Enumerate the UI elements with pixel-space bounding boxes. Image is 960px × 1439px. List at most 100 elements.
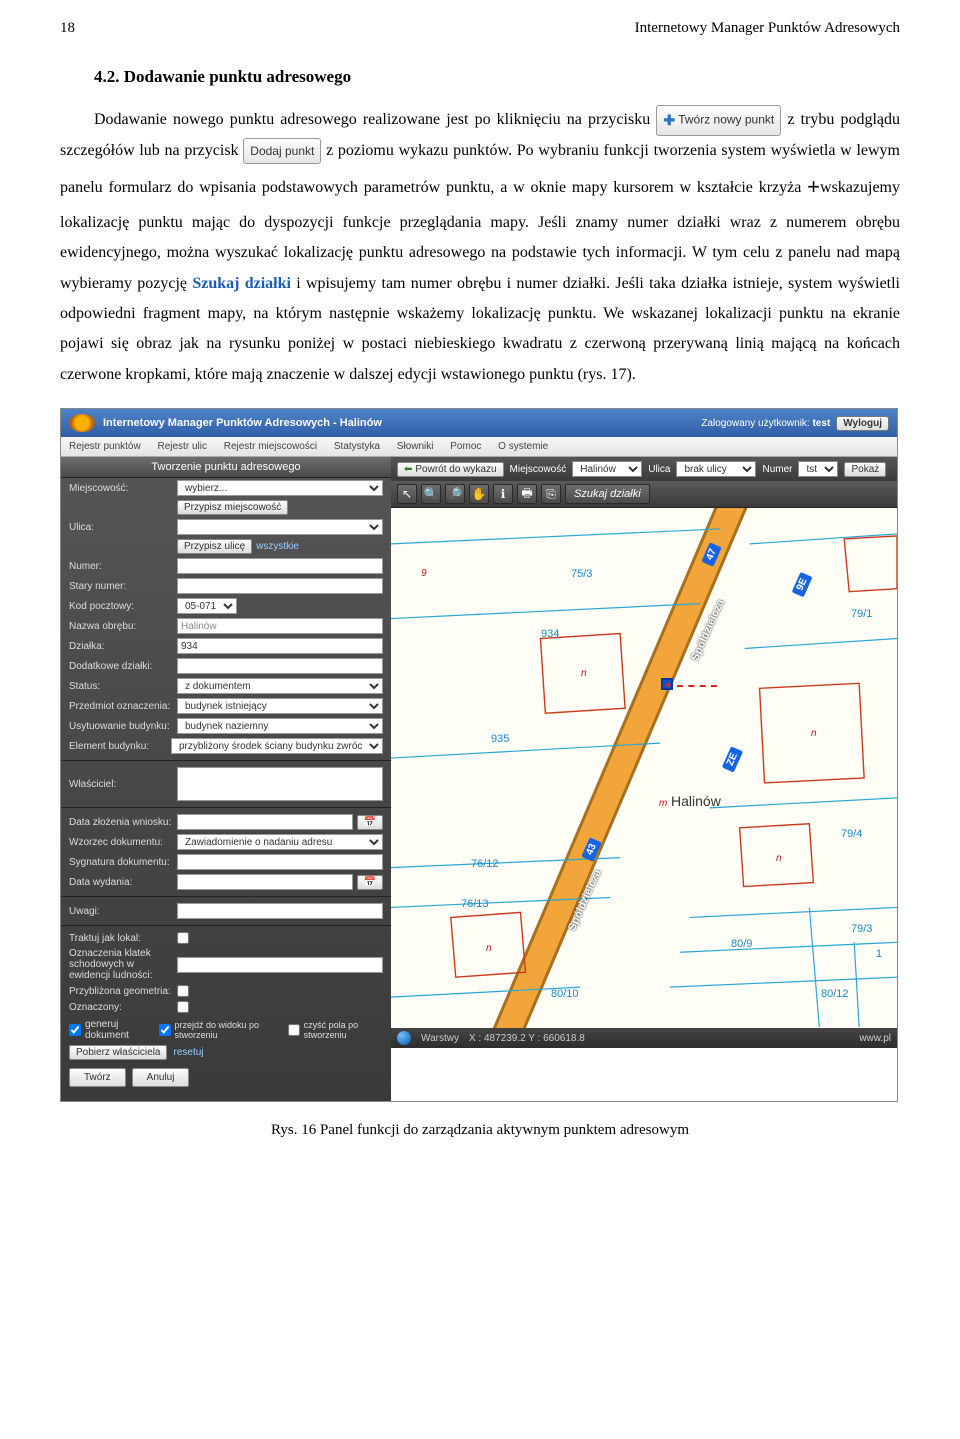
wzorzec-select[interactable]: Zawiadomienie o nadaniu adresu: [177, 834, 383, 850]
back-button[interactable]: ⬅Powrót do wykazu: [397, 462, 504, 477]
wlasciciel-textarea[interactable]: [177, 767, 383, 801]
building-mark: n: [486, 943, 492, 954]
menu-item[interactable]: Rejestr ulic: [157, 441, 206, 452]
gen-doc-checkbox[interactable]: [69, 1024, 81, 1036]
label-klatki: Oznaczenia klatek schodowych w ewidencji…: [69, 948, 177, 981]
status-select[interactable]: z dokumentem: [177, 678, 383, 694]
parcel-label: 934: [541, 628, 559, 640]
ulica-filter-select[interactable]: brak ulicy: [676, 461, 756, 477]
parcel-label: 935: [491, 733, 509, 745]
form-panel: Tworzenie punktu adresowego Miejscowość:…: [61, 457, 391, 1101]
label-sygnatura: Sygnatura dokumentu:: [69, 857, 177, 868]
assign-street-button[interactable]: Przypisz ulicę: [177, 539, 252, 554]
menu-item[interactable]: Pomoc: [450, 441, 481, 452]
text: Dodawanie nowego punktu adresowego reali…: [94, 111, 656, 128]
clear-label: czyść pola po stworzeniu: [304, 1020, 383, 1040]
all-link[interactable]: wszystkie: [256, 541, 299, 552]
create-button[interactable]: Twórz: [69, 1068, 126, 1087]
obr-input[interactable]: [177, 618, 383, 634]
logged-user-label: Zalogowany użytkownik: test: [701, 418, 830, 429]
uwagi-input[interactable]: [177, 903, 383, 919]
parcel-label: 9: [421, 568, 427, 579]
label-usytuowanie: Usytuowanie budynku:: [69, 721, 177, 732]
assign-town-button[interactable]: Przypisz miejscowość: [177, 500, 288, 515]
building-mark: n: [776, 853, 782, 864]
gen-doc-label: generuj dokument: [85, 1019, 149, 1041]
pan-tool-icon[interactable]: ✋: [469, 484, 489, 504]
label-oznaczony: Oznaczony:: [69, 1002, 177, 1013]
label-dod-dzialki: Dodatkowe działki:: [69, 661, 177, 672]
menu-item[interactable]: Statystyka: [334, 441, 380, 452]
layers-label[interactable]: Warstwy: [421, 1033, 459, 1044]
form-panel-title: Tworzenie punktu adresowego: [61, 457, 391, 478]
oznaczony-checkbox[interactable]: [177, 1001, 189, 1013]
usytuowanie-select[interactable]: budynek naziemny: [177, 718, 383, 734]
export-icon[interactable]: ⎘: [541, 484, 561, 504]
building-mark: m: [659, 798, 667, 809]
menu-item[interactable]: Rejestr punktów: [69, 441, 141, 452]
zoom-in-icon[interactable]: 🔍: [421, 484, 441, 504]
cancel-button[interactable]: Anuluj: [132, 1068, 190, 1087]
parcel-label: 79/3: [851, 923, 872, 935]
stary-numer-input[interactable]: [177, 578, 383, 594]
print-icon[interactable]: 🖶: [517, 484, 537, 504]
search-parcel-button[interactable]: Szukaj działki: [565, 484, 650, 504]
create-point-button[interactable]: ✚ Twórz nowy punkt: [656, 105, 781, 136]
site-url: www.pl: [859, 1033, 891, 1044]
parcel-label: 79/1: [851, 608, 872, 620]
app-topbar: Internetowy Manager Punktów Adresowych -…: [61, 409, 897, 437]
zoom-out-icon[interactable]: 🔎: [445, 484, 465, 504]
data-wniosku-input[interactable]: [177, 814, 353, 830]
menu-item[interactable]: Słowniki: [397, 441, 434, 452]
element-select[interactable]: przybliżony środek ściany budynku zwróc: [171, 738, 383, 754]
page-number: 18: [60, 20, 75, 37]
lokal-checkbox[interactable]: [177, 932, 189, 944]
data-wyd-input[interactable]: [177, 874, 353, 890]
clear-checkbox[interactable]: [288, 1024, 300, 1036]
sygnatura-input[interactable]: [177, 854, 383, 870]
new-point-marker[interactable]: [661, 678, 673, 690]
numer-input[interactable]: [177, 558, 383, 574]
map-filterbar: ⬅Powrót do wykazu Miejscowość Halinów Ul…: [391, 457, 897, 481]
logout-button[interactable]: Wyloguj: [836, 416, 889, 431]
label-data-wniosku: Data złożenia wniosku:: [69, 817, 177, 828]
dod-dzialki-input[interactable]: [177, 658, 383, 674]
calendar-icon[interactable]: 📅: [357, 815, 383, 830]
numer-filter-select[interactable]: tst: [798, 461, 838, 477]
dzialka-input[interactable]: [177, 638, 383, 654]
show-button[interactable]: Pokaż: [844, 462, 886, 477]
parcel-label: 75/3: [571, 568, 592, 580]
calendar-icon[interactable]: 📅: [357, 875, 383, 890]
logged-prefix: Zalogowany użytkownik:: [701, 418, 809, 429]
crosshair-icon: +: [807, 174, 820, 199]
klatki-input[interactable]: [177, 957, 383, 973]
label-miejscowosc: Miejscowość:: [69, 483, 177, 494]
geom-checkbox[interactable]: [177, 985, 189, 997]
pointer-tool-icon[interactable]: ↖: [397, 484, 417, 504]
miejscowosc-filter-select[interactable]: Halinów: [572, 461, 642, 477]
ulica-select[interactable]: [177, 519, 383, 535]
przedmiot-select[interactable]: budynek istniejący: [177, 698, 383, 714]
get-owner-button[interactable]: Pobierz właściciela: [69, 1045, 167, 1060]
map-toolbar: ↖ 🔍 🔎 ✋ ℹ 🖶 ⎘ Szukaj działki: [391, 481, 897, 508]
map-panel: ⬅Powrót do wykazu Miejscowość Halinów Ul…: [391, 457, 897, 1101]
miejscowosc-label: Miejscowość: [510, 464, 567, 475]
menu-item[interactable]: O systemie: [498, 441, 548, 452]
info-tool-icon[interactable]: ℹ: [493, 484, 513, 504]
app-logo-icon: [69, 414, 95, 432]
miejscowosc-select[interactable]: wybierz...: [177, 480, 383, 496]
app-title: Internetowy Manager Punktów Adresowych -…: [103, 417, 382, 429]
add-point-button[interactable]: Dodaj punkt: [243, 138, 321, 165]
search-parcel-link: Szukaj działki: [192, 275, 291, 292]
map-canvas[interactable]: 75/3 934 79/1 935 76/12 76/13 80/9 79/3 …: [391, 508, 897, 1028]
label-stary-numer: Stary numer:: [69, 581, 177, 592]
goto-view-checkbox[interactable]: [159, 1024, 171, 1036]
arrow-left-icon: ⬅: [404, 464, 412, 475]
reset-link[interactable]: resetuj: [173, 1047, 203, 1058]
kod-select[interactable]: 05-071: [177, 598, 237, 614]
menu-item[interactable]: Rejestr miejscowości: [224, 441, 317, 452]
parcel-label: 76/13: [461, 898, 489, 910]
label-kod: Kod pocztowy:: [69, 601, 177, 612]
body-paragraph: Dodawanie nowego punktu adresowego reali…: [60, 105, 900, 390]
ulica-label: Ulica: [648, 464, 670, 475]
